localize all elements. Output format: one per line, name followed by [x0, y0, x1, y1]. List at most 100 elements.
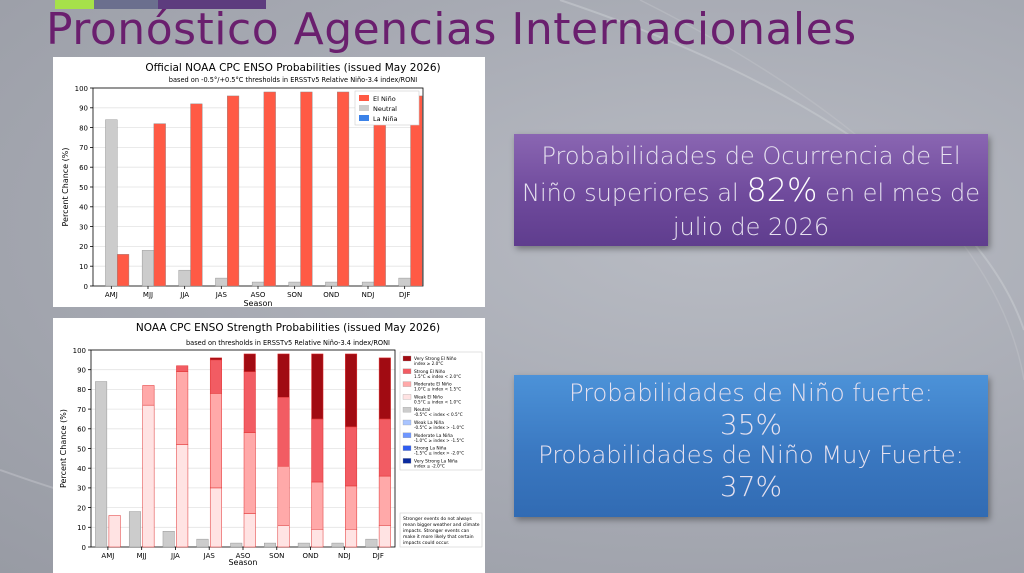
chart-title: NOAA CPC ENSO Strength Probabilities (is…	[136, 322, 440, 334]
bar	[116, 254, 130, 287]
x-tick-label: ASO	[236, 552, 251, 560]
legend-box	[399, 351, 483, 471]
el-nino-stack-bar	[176, 371, 189, 445]
callout-line-2: Niño superiores al 82% en el mes de	[514, 173, 988, 210]
legend-swatch	[402, 458, 412, 464]
el-nino-stack-bar	[243, 513, 256, 548]
y-tick-label: 20	[77, 504, 86, 512]
bar	[300, 91, 313, 287]
y-tick-label: 90	[77, 367, 86, 375]
x-axis-label: Season	[243, 299, 272, 307]
callout-line-3: julio de 2026	[672, 213, 830, 241]
x-tick-label: AMJ	[101, 552, 114, 560]
probability-value: 82%	[746, 171, 818, 209]
el-nino-stack-bar	[345, 529, 358, 548]
el-nino-stack-bar	[378, 475, 391, 526]
el-nino-stack-bar	[311, 481, 324, 530]
callout-line-1: Probabilidades de Ocurrencia de El	[541, 142, 961, 170]
el-nino-stack-bar	[142, 385, 155, 406]
legend-label: La Niña	[373, 115, 397, 123]
el-nino-stack-bar	[209, 359, 222, 394]
y-tick-label: 100	[75, 85, 88, 93]
legend-swatch	[402, 419, 412, 426]
bar	[190, 103, 203, 287]
neutral-bar	[95, 381, 108, 548]
bar	[325, 281, 338, 287]
el-nino-stack-bar	[209, 357, 222, 361]
y-tick-label: 60	[79, 164, 88, 172]
slide-title: Pronóstico Agencias Internacionales	[46, 4, 857, 55]
neutral-bar	[297, 542, 310, 548]
neutral-bar	[331, 542, 344, 548]
y-axis-label: Percent Chance (%)	[61, 148, 70, 227]
note-line: Stronger events do not always	[403, 516, 472, 522]
x-tick-label: JJA	[170, 552, 180, 560]
y-tick-label: 0	[82, 544, 86, 552]
el-nino-stack-bar	[345, 426, 358, 487]
bar	[398, 277, 411, 287]
legend-swatch	[402, 355, 412, 362]
very-strong-label: Probabilidades de Niño Muy Fuerte:	[538, 441, 964, 469]
x-tick-label: OND	[323, 291, 339, 299]
note-line: make it more likely that certain	[403, 534, 474, 540]
y-tick-label: 80	[79, 124, 88, 132]
legend-range: index ≤ -2.0°C	[414, 463, 445, 468]
legend-swatch	[402, 381, 412, 387]
chart-title: Official NOAA CPC ENSO Probabilities (is…	[145, 62, 440, 74]
neutral-bar	[196, 538, 209, 548]
y-tick-label: 50	[77, 445, 86, 453]
el-nino-stack-bar	[345, 353, 358, 428]
el-nino-stack-bar	[378, 357, 391, 420]
el-nino-stack-bar	[142, 404, 155, 548]
el-nino-stack-bar	[277, 353, 290, 398]
legend-label: Strong El Niño	[414, 369, 446, 375]
y-tick-label: 0	[84, 283, 88, 291]
bar	[288, 281, 301, 287]
el-nino-stack-bar	[108, 515, 121, 548]
x-tick-label: AMJ	[105, 291, 118, 299]
x-tick-label: NDJ	[338, 552, 351, 560]
enso-probability-chart-svg: Official NOAA CPC ENSO Probabilities (is…	[61, 62, 441, 307]
y-tick-label: 90	[79, 105, 88, 113]
x-tick-label: DJF	[399, 291, 410, 299]
el-nino-stack-bar	[311, 529, 324, 548]
legend-range: -0.5°C < index < 0.5°C	[414, 412, 463, 417]
legend-swatch	[402, 432, 412, 438]
legend-swatch	[359, 115, 369, 121]
el-nino-stack-bar	[277, 397, 290, 467]
y-tick-label: 80	[77, 386, 86, 394]
bar	[361, 281, 375, 287]
bar	[178, 269, 191, 287]
y-axis-label: Percent Chance (%)	[59, 409, 68, 488]
x-tick-label: JAS	[215, 291, 228, 299]
x-tick-label: ASO	[251, 291, 266, 299]
legend-swatch	[359, 95, 369, 101]
y-tick-label: 40	[77, 465, 86, 473]
enso-strength-chart: NOAA CPC ENSO Strength Probabilities (is…	[53, 318, 485, 573]
legend-range: -1.5°C ≥ index > -2.0°C	[414, 451, 464, 456]
legend-range: index ≥ 2.0°C	[414, 361, 443, 366]
el-nino-stack-bar	[243, 371, 256, 433]
x-tick-label: NDJ	[362, 291, 375, 299]
neutral-bar	[128, 511, 141, 548]
very-strong-value: 37%	[719, 470, 783, 503]
bar	[215, 277, 228, 287]
legend-label: Very Strong La Niña	[414, 458, 458, 464]
y-tick-label: 10	[77, 524, 86, 532]
x-tick-label: SON	[287, 291, 302, 299]
el-nino-stack-bar	[209, 487, 222, 548]
legend-label: Weak El Niño	[414, 394, 443, 400]
x-tick-label: SON	[269, 552, 284, 560]
legend-swatch	[402, 407, 412, 413]
enso-strength-chart-svg: NOAA CPC ENSO Strength Probabilities (is…	[59, 322, 483, 567]
strong-value: 35%	[719, 408, 783, 441]
top-bar-segment	[55, 0, 94, 9]
top-bar-segment	[158, 0, 266, 9]
x-tick-label: DJF	[372, 552, 383, 560]
el-nino-stack-bar	[176, 365, 189, 372]
legend-label: Neutral	[373, 105, 397, 113]
el-nino-strength-callout: Probabilidades de Niño fuerte: 35% Proba…	[514, 375, 988, 517]
x-axis-label: Season	[228, 558, 257, 567]
el-nino-stack-bar	[311, 418, 324, 483]
y-tick-label: 70	[77, 406, 86, 414]
